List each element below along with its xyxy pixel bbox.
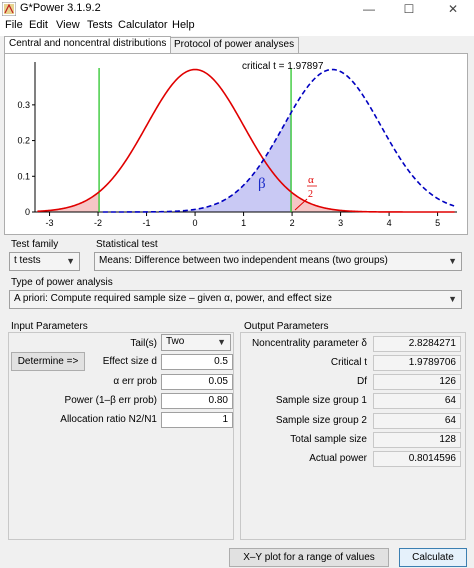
x-tick-label: -3 xyxy=(46,218,54,228)
test-family-value: t tests xyxy=(14,255,41,266)
window-title: G*Power 3.1.9.2 xyxy=(20,2,101,14)
total-sample-size-output: 128 xyxy=(373,432,461,448)
noncentrality-label: Noncentrality parameter δ xyxy=(251,338,367,349)
menu-bar: File Edit View Tests Calculator Help xyxy=(0,18,474,36)
test-family-label: Test family xyxy=(11,239,59,250)
x-tick-label: 3 xyxy=(338,218,343,228)
alpha-denominator: 2 xyxy=(308,189,313,200)
menu-view[interactable]: View xyxy=(56,19,80,31)
x-tick-label: 1 xyxy=(241,218,246,228)
x-tick-label: 2 xyxy=(290,218,295,228)
maximize-button[interactable]: ☐ xyxy=(403,2,415,16)
critical-t-label: Critical t xyxy=(330,357,367,368)
power-label: Power (1–β err prob) xyxy=(64,395,157,406)
statistical-test-select[interactable]: Means: Difference between two independen… xyxy=(94,252,462,271)
output-parameters-panel: Noncentrality parameter δ 2.8284271 Crit… xyxy=(240,332,466,540)
close-button[interactable]: ✕ xyxy=(447,2,459,16)
statistical-test-label: Statistical test xyxy=(96,239,158,250)
y-tick-label: 0 xyxy=(25,207,30,217)
total-sample-size-label: Total sample size xyxy=(290,434,367,445)
power-input[interactable]: 0.80 xyxy=(161,393,233,409)
beta-label: β xyxy=(258,176,266,192)
alpha-input[interactable]: 0.05 xyxy=(161,374,233,390)
test-family-select[interactable]: t tests ▼ xyxy=(9,252,80,271)
input-parameters-panel: Tail(s) Two ▼ Determine => Effect size d… xyxy=(8,332,234,540)
y-tick-label: 0.2 xyxy=(17,136,30,146)
chevron-down-icon: ▼ xyxy=(448,294,457,304)
allocation-ratio-label: Allocation ratio N2/N1 xyxy=(60,414,157,425)
sample-size-group1-output: 64 xyxy=(373,393,461,409)
y-tick-label: 0.3 xyxy=(17,100,30,110)
alpha-region-left xyxy=(37,191,100,212)
statistical-test-value: Means: Difference between two independen… xyxy=(99,255,388,266)
effect-size-input[interactable]: 0.5 xyxy=(161,354,233,370)
x-tick-label: 5 xyxy=(435,218,440,228)
alpha-label: α err prob xyxy=(113,376,157,387)
df-label: Df xyxy=(357,376,367,387)
x-tick-label: 0 xyxy=(193,218,198,228)
alpha-numerator: α xyxy=(308,174,314,186)
analysis-type-label: Type of power analysis xyxy=(11,277,113,288)
critical-t-output: 1.9789706 xyxy=(373,355,461,371)
menu-file[interactable]: File xyxy=(5,19,23,31)
df-output: 126 xyxy=(373,374,461,390)
allocation-ratio-input[interactable]: 1 xyxy=(161,412,233,428)
distribution-plot: -3 -2 -1 0 1 2 3 4 5 0 0.1 0.2 0.3 critical t = 1.9… xyxy=(17,61,457,228)
beta-region xyxy=(37,112,292,212)
output-parameters-title: Output Parameters xyxy=(244,321,329,332)
analysis-type-value: A priori: Compute required sample size –… xyxy=(14,293,332,304)
menu-calculator[interactable]: Calculator xyxy=(118,19,168,31)
chevron-down-icon: ▼ xyxy=(448,256,457,266)
x-tick-label: -2 xyxy=(94,218,102,228)
chevron-down-icon: ▼ xyxy=(66,256,75,266)
critical-t-annotation: critical t = 1.97897 xyxy=(242,61,324,72)
chevron-down-icon: ▼ xyxy=(217,337,226,347)
noncentrality-output: 2.8284271 xyxy=(373,336,461,352)
x-tick-label: 4 xyxy=(387,218,392,228)
determine-button[interactable]: Determine => xyxy=(11,352,85,371)
xy-plot-button[interactable]: X–Y plot for a range of values xyxy=(229,548,389,567)
noncentral-distribution-curve xyxy=(102,68,455,213)
sample-size-group1-label: Sample size group 1 xyxy=(275,395,367,406)
tails-label: Tail(s) xyxy=(130,338,157,349)
distribution-plot-panel: -3 -2 -1 0 1 2 3 4 5 0 0.1 0.2 0.3 critical t = 1.9… xyxy=(4,53,468,235)
tails-select[interactable]: Two ▼ xyxy=(161,334,231,351)
tab-strip: Central and noncentral distributions Pro… xyxy=(0,36,474,53)
x-tick-group: -3 -2 -1 0 1 2 3 4 5 xyxy=(46,212,440,228)
actual-power-label: Actual power xyxy=(309,453,367,464)
menu-help[interactable]: Help xyxy=(172,19,195,31)
app-icon xyxy=(2,2,16,16)
tails-value: Two xyxy=(166,336,185,347)
menu-tests[interactable]: Tests xyxy=(87,19,113,31)
tab-distributions[interactable]: Central and noncentral distributions xyxy=(4,36,172,53)
minimize-button[interactable]: — xyxy=(363,2,375,16)
x-tick-label: -1 xyxy=(143,218,151,228)
y-tick-group: 0 0.1 0.2 0.3 xyxy=(17,100,35,217)
sample-size-group2-output: 64 xyxy=(373,413,461,429)
central-distribution-curve xyxy=(37,68,455,213)
sample-size-group2-label: Sample size group 2 xyxy=(275,415,367,426)
alpha-pointer xyxy=(294,198,308,211)
alpha-region-right xyxy=(291,191,455,212)
y-tick-label: 0.1 xyxy=(17,171,30,181)
calculate-button[interactable]: Calculate xyxy=(399,548,467,567)
analysis-type-select[interactable]: A priori: Compute required sample size –… xyxy=(9,290,462,309)
effect-size-label: Effect size d xyxy=(102,356,157,367)
title-bar: G*Power 3.1.9.2 — ☐ ✕ xyxy=(0,0,474,18)
input-parameters-title: Input Parameters xyxy=(11,321,88,332)
tab-protocol[interactable]: Protocol of power analyses xyxy=(169,37,300,53)
actual-power-output: 0.8014596 xyxy=(373,451,461,467)
menu-edit[interactable]: Edit xyxy=(29,19,48,31)
